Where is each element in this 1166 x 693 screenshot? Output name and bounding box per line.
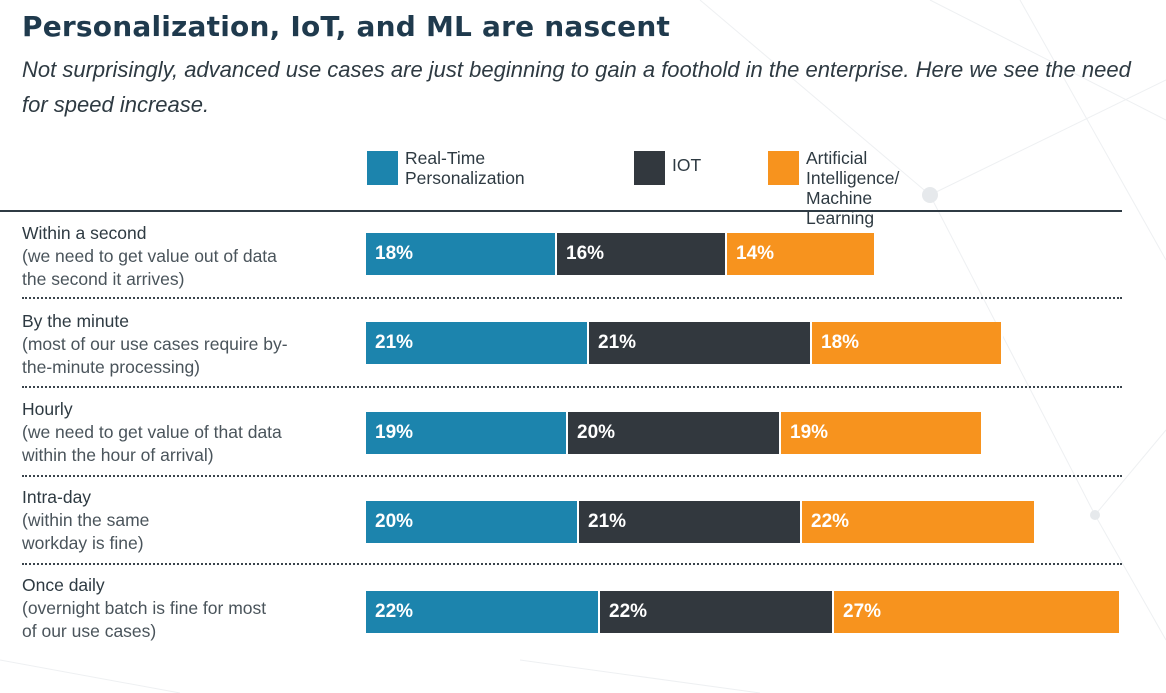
bar-value-label: 27%: [843, 601, 882, 622]
bar-segment-iot: 20%: [568, 412, 781, 454]
row-label-hourly: Hourly (we need to get value of that dat…: [22, 398, 352, 467]
bar-row-once-daily: 22% 22% 27%: [366, 591, 1121, 633]
category-description: (most of our use cases require by- the-m…: [22, 334, 288, 377]
bar-row-by-the-minute: 21% 21% 18%: [366, 322, 1003, 364]
row-label-once-daily: Once daily (overnight batch is fine for …: [22, 574, 352, 643]
bar-segment-real-time-personalization: 18%: [366, 233, 557, 275]
chart-title: Personalization, IoT, and ML are nascent: [22, 10, 671, 43]
bar-segment-iot: 21%: [589, 322, 812, 364]
row-separator: [22, 475, 1122, 477]
bar-segment-ai-ml: 14%: [727, 233, 876, 275]
bar-value-label: 20%: [577, 422, 616, 443]
bar-segment-ai-ml: 27%: [834, 591, 1121, 633]
category-name: By the minute: [22, 311, 129, 331]
category-description: (within the same workday is fine): [22, 510, 150, 553]
category-name: Within a second: [22, 223, 147, 243]
bar-segment-real-time-personalization: 21%: [366, 322, 589, 364]
legend-label-iot: IOT: [672, 155, 702, 175]
row-label-by-the-minute: By the minute (most of our use cases req…: [22, 310, 352, 379]
row-separator: [22, 386, 1122, 388]
bar-segment-iot: 22%: [600, 591, 834, 633]
category-name: Intra-day: [22, 487, 92, 507]
bar-segment-real-time-personalization: 22%: [366, 591, 600, 633]
bar-value-label: 22%: [609, 601, 648, 622]
row-separator: [22, 563, 1122, 565]
category-description: (overnight batch is fine for most of our…: [22, 598, 267, 641]
bar-value-label: 22%: [375, 601, 414, 622]
bar-value-label: 21%: [588, 511, 627, 532]
bar-segment-iot: 21%: [579, 501, 802, 543]
row-label-within-a-second: Within a second (we need to get value ou…: [22, 222, 352, 291]
bar-value-label: 21%: [598, 332, 637, 353]
bar-value-label: 21%: [375, 332, 414, 353]
row-label-intra-day: Intra-day (within the same workday is fi…: [22, 486, 352, 555]
legend-label-real-time-personalization: Real-Time Personalization: [405, 148, 525, 188]
category-name: Once daily: [22, 575, 105, 595]
bar-value-label: 19%: [790, 422, 829, 443]
legend-swatch-iot: [634, 151, 665, 185]
chart-subtitle: Not surprisingly, advanced use cases are…: [22, 57, 1131, 117]
bar-row-within-a-second: 18% 16% 14%: [366, 233, 876, 275]
bar-row-hourly: 19% 20% 19%: [366, 412, 983, 454]
bar-value-label: 19%: [375, 422, 414, 443]
legend-label-ai-ml: Artificial Intelligence/ Machine Learnin…: [806, 148, 900, 228]
legend-swatch-real-time-personalization: [367, 151, 398, 185]
bar-value-label: 14%: [736, 243, 775, 264]
category-name: Hourly: [22, 399, 73, 419]
header-divider: [0, 210, 1122, 212]
bar-segment-ai-ml: 22%: [802, 501, 1036, 543]
legend-swatch-ai-ml: [768, 151, 799, 185]
bar-value-label: 18%: [375, 243, 414, 264]
bar-value-label: 20%: [375, 511, 414, 532]
category-description: (we need to get value of that data withi…: [22, 422, 282, 465]
bar-value-label: 22%: [811, 511, 850, 532]
category-description: (we need to get value out of data the se…: [22, 246, 277, 289]
bar-value-label: 16%: [566, 243, 605, 264]
row-separator: [22, 297, 1122, 299]
bar-segment-iot: 16%: [557, 233, 727, 275]
bar-segment-real-time-personalization: 19%: [366, 412, 568, 454]
bar-segment-ai-ml: 18%: [812, 322, 1003, 364]
bar-segment-ai-ml: 19%: [781, 412, 983, 454]
bar-segment-real-time-personalization: 20%: [366, 501, 579, 543]
bar-value-label: 18%: [821, 332, 860, 353]
bar-row-intra-day: 20% 21% 22%: [366, 501, 1036, 543]
